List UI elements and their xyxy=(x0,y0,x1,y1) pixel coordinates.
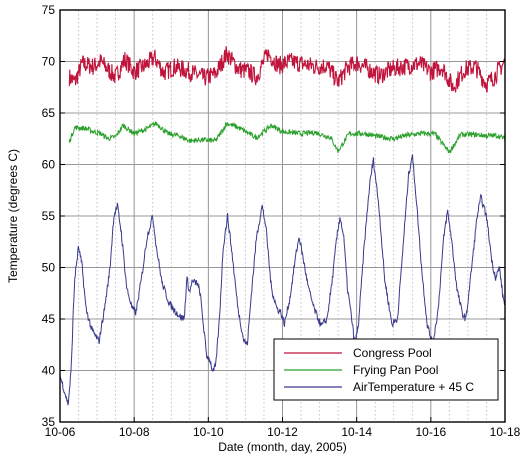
y-tick-label: 70 xyxy=(42,55,56,69)
legend-label: AirTemperature + 45 C xyxy=(353,380,474,394)
y-axis-label: Temperature (degrees C) xyxy=(6,149,20,283)
x-tick-label: 10-10 xyxy=(193,425,224,439)
x-tick-label: 10-16 xyxy=(415,425,446,439)
legend-items: Congress Pool Frying Pan Pool AirTemperatu… xyxy=(284,346,474,394)
series-line-1 xyxy=(68,121,506,154)
y-tick-label: 35 xyxy=(42,415,56,429)
x-tick-label: 10-14 xyxy=(341,425,372,439)
x-tick-label: 10-08 xyxy=(119,425,150,439)
y-tick-label: 40 xyxy=(42,364,56,378)
legend: Congress Pool Frying Pan Pool AirTemperatu… xyxy=(273,338,499,401)
y-tick-label: 50 xyxy=(42,261,56,275)
y-tick-label: 45 xyxy=(42,312,56,326)
tick-layer: 35 40 45 50 55 60 65 70 75 10-06 10-08 10-10 10-12 10… xyxy=(42,3,521,439)
legend-label: Frying Pan Pool xyxy=(353,363,438,377)
y-tick-label: 65 xyxy=(42,106,56,120)
x-tick-label: 10-18 xyxy=(490,425,521,439)
legend-label: Congress Pool xyxy=(353,346,432,360)
series-line-0 xyxy=(68,46,506,93)
y-tick-label: 60 xyxy=(42,158,56,172)
y-tick-label: 75 xyxy=(42,3,56,17)
x-axis-label: Date (month, day, 2005) xyxy=(218,440,347,454)
x-tick-label: 10-06 xyxy=(45,425,76,439)
y-tick-label: 55 xyxy=(42,209,56,223)
x-tick-label: 10-12 xyxy=(267,425,298,439)
